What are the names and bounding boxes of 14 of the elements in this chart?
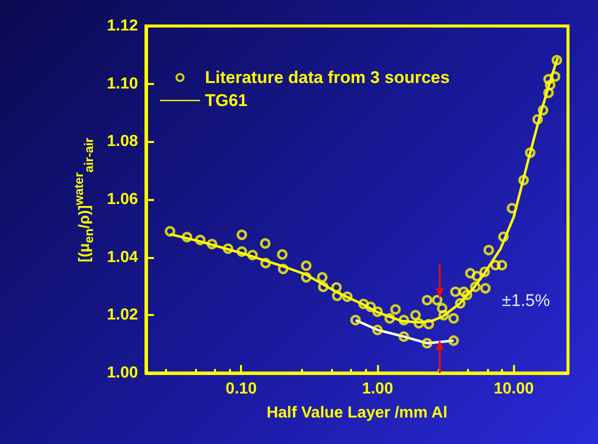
y-tick-label: 1.08 (106, 133, 138, 150)
x-tick-label: 10.00 (494, 380, 534, 398)
y-tick-label: 1.02 (106, 306, 138, 324)
annotation: ±1.5% (502, 291, 550, 310)
y-tick-label: 1.04 (106, 248, 138, 266)
y-tick-label: 1.06 (106, 191, 138, 208)
x-axis-title: Half Value Layer /mm Al (266, 404, 448, 422)
legend-label: Literature data from 3 sources (205, 68, 450, 87)
y-tick-label: 1.00 (106, 364, 138, 382)
x-tick-label: 0.10 (226, 380, 257, 398)
x-tick-label: 1.00 (362, 380, 394, 398)
legend-label: TG61 (205, 91, 248, 110)
y-tick-label: 1.10 (106, 75, 138, 92)
y-tick-label: 1.12 (106, 18, 138, 34)
